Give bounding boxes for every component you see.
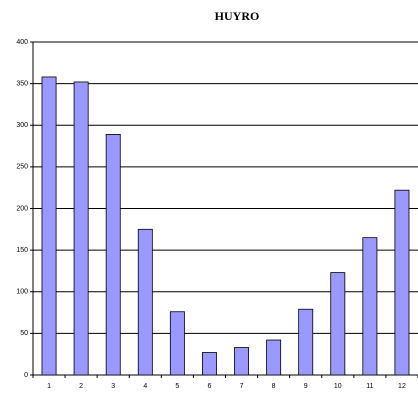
chart-title: HUYRO [215, 9, 260, 23]
bar [394, 189, 410, 376]
bar [201, 352, 217, 376]
x-tick-label: 7 [240, 383, 244, 390]
bar [234, 347, 250, 376]
bar [73, 81, 89, 376]
y-tick-label: 350 [16, 80, 28, 87]
y-tick-label: 50 [20, 330, 28, 337]
x-tick-label: 9 [304, 383, 308, 390]
y-tick-label: 150 [16, 247, 28, 254]
y-tick-label: 400 [16, 39, 28, 46]
x-tick-label: 1 [47, 383, 51, 390]
bar [169, 311, 185, 376]
x-tick-label: 11 [366, 383, 373, 390]
bar [298, 308, 314, 376]
y-tick-label: 100 [16, 289, 28, 296]
bar [266, 339, 282, 376]
x-tick-label: 3 [111, 383, 115, 390]
x-tick-label: 10 [334, 383, 342, 390]
y-tick-label: 250 [16, 164, 28, 171]
x-tick-label: 12 [398, 383, 406, 390]
x-tick-label: 2 [79, 383, 83, 390]
y-tick-label: 0 [24, 372, 28, 379]
x-tick-label: 8 [272, 383, 276, 390]
bar [137, 228, 153, 376]
x-tick-label: 5 [175, 383, 179, 390]
y-tick-label: 200 [16, 205, 28, 212]
bar [362, 237, 378, 376]
y-tick-label: 300 [16, 122, 28, 129]
x-tick-label: 6 [208, 383, 212, 390]
bar [41, 76, 57, 376]
x-tick-label: 4 [143, 383, 147, 390]
bar [105, 134, 121, 376]
bar [330, 272, 346, 376]
